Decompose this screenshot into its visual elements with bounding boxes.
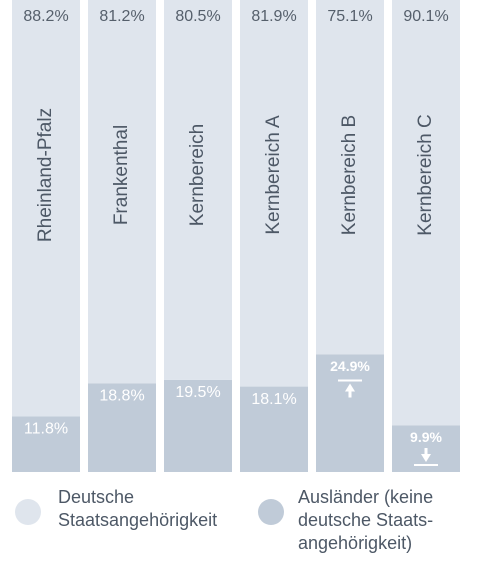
value-label: 75.1%: [327, 8, 372, 25]
value-label: 81.2%: [99, 8, 144, 25]
legend-swatch: [258, 499, 284, 525]
value-label: 18.8%: [99, 387, 144, 404]
category-label: Kernbereich: [187, 124, 208, 226]
bar-segment: [12, 0, 80, 417]
bar-segment: [88, 383, 156, 472]
value-label: 80.5%: [175, 8, 220, 25]
category-label: Kernbereich B: [339, 115, 360, 235]
category-label: Rheinland-Pfalz: [35, 108, 56, 242]
arrow: [345, 383, 355, 398]
bar-segment: [88, 0, 156, 384]
legend-label: Deutsche Staatsangehörigkeit: [58, 487, 218, 530]
value-label: 11.8%: [24, 421, 68, 438]
bar-segment: [392, 0, 460, 426]
legend-label: Ausländer (keine deutsche Staats- angehö…: [298, 487, 434, 553]
category-label: Frankenthal: [111, 125, 132, 225]
arrow: [421, 448, 431, 462]
value-label: 81.9%: [251, 8, 296, 25]
bar-segment: [316, 0, 384, 355]
value-label: 19.5%: [175, 384, 220, 401]
bar-segment: [240, 0, 308, 387]
bar-segment: [240, 386, 308, 472]
bar-segment: [164, 0, 232, 380]
value-label: 88.2%: [23, 8, 68, 25]
legend-swatch: [15, 499, 41, 525]
value-label: 90.1%: [403, 8, 448, 25]
value-label: 24.9%: [330, 358, 370, 374]
category-label: Kernbereich A: [263, 115, 284, 235]
bar-segment: [12, 416, 80, 472]
chart: 11.8% 88.2% Rheinland-Pfalz 18.8% 81.2% Frank…: [12, 0, 460, 472]
category-label: Kernbereich C: [415, 114, 436, 235]
value-label: 9.9%: [410, 429, 442, 445]
bar-segment: [316, 354, 384, 472]
bar-segment: [164, 379, 232, 472]
value-label: 18.1%: [251, 391, 296, 408]
